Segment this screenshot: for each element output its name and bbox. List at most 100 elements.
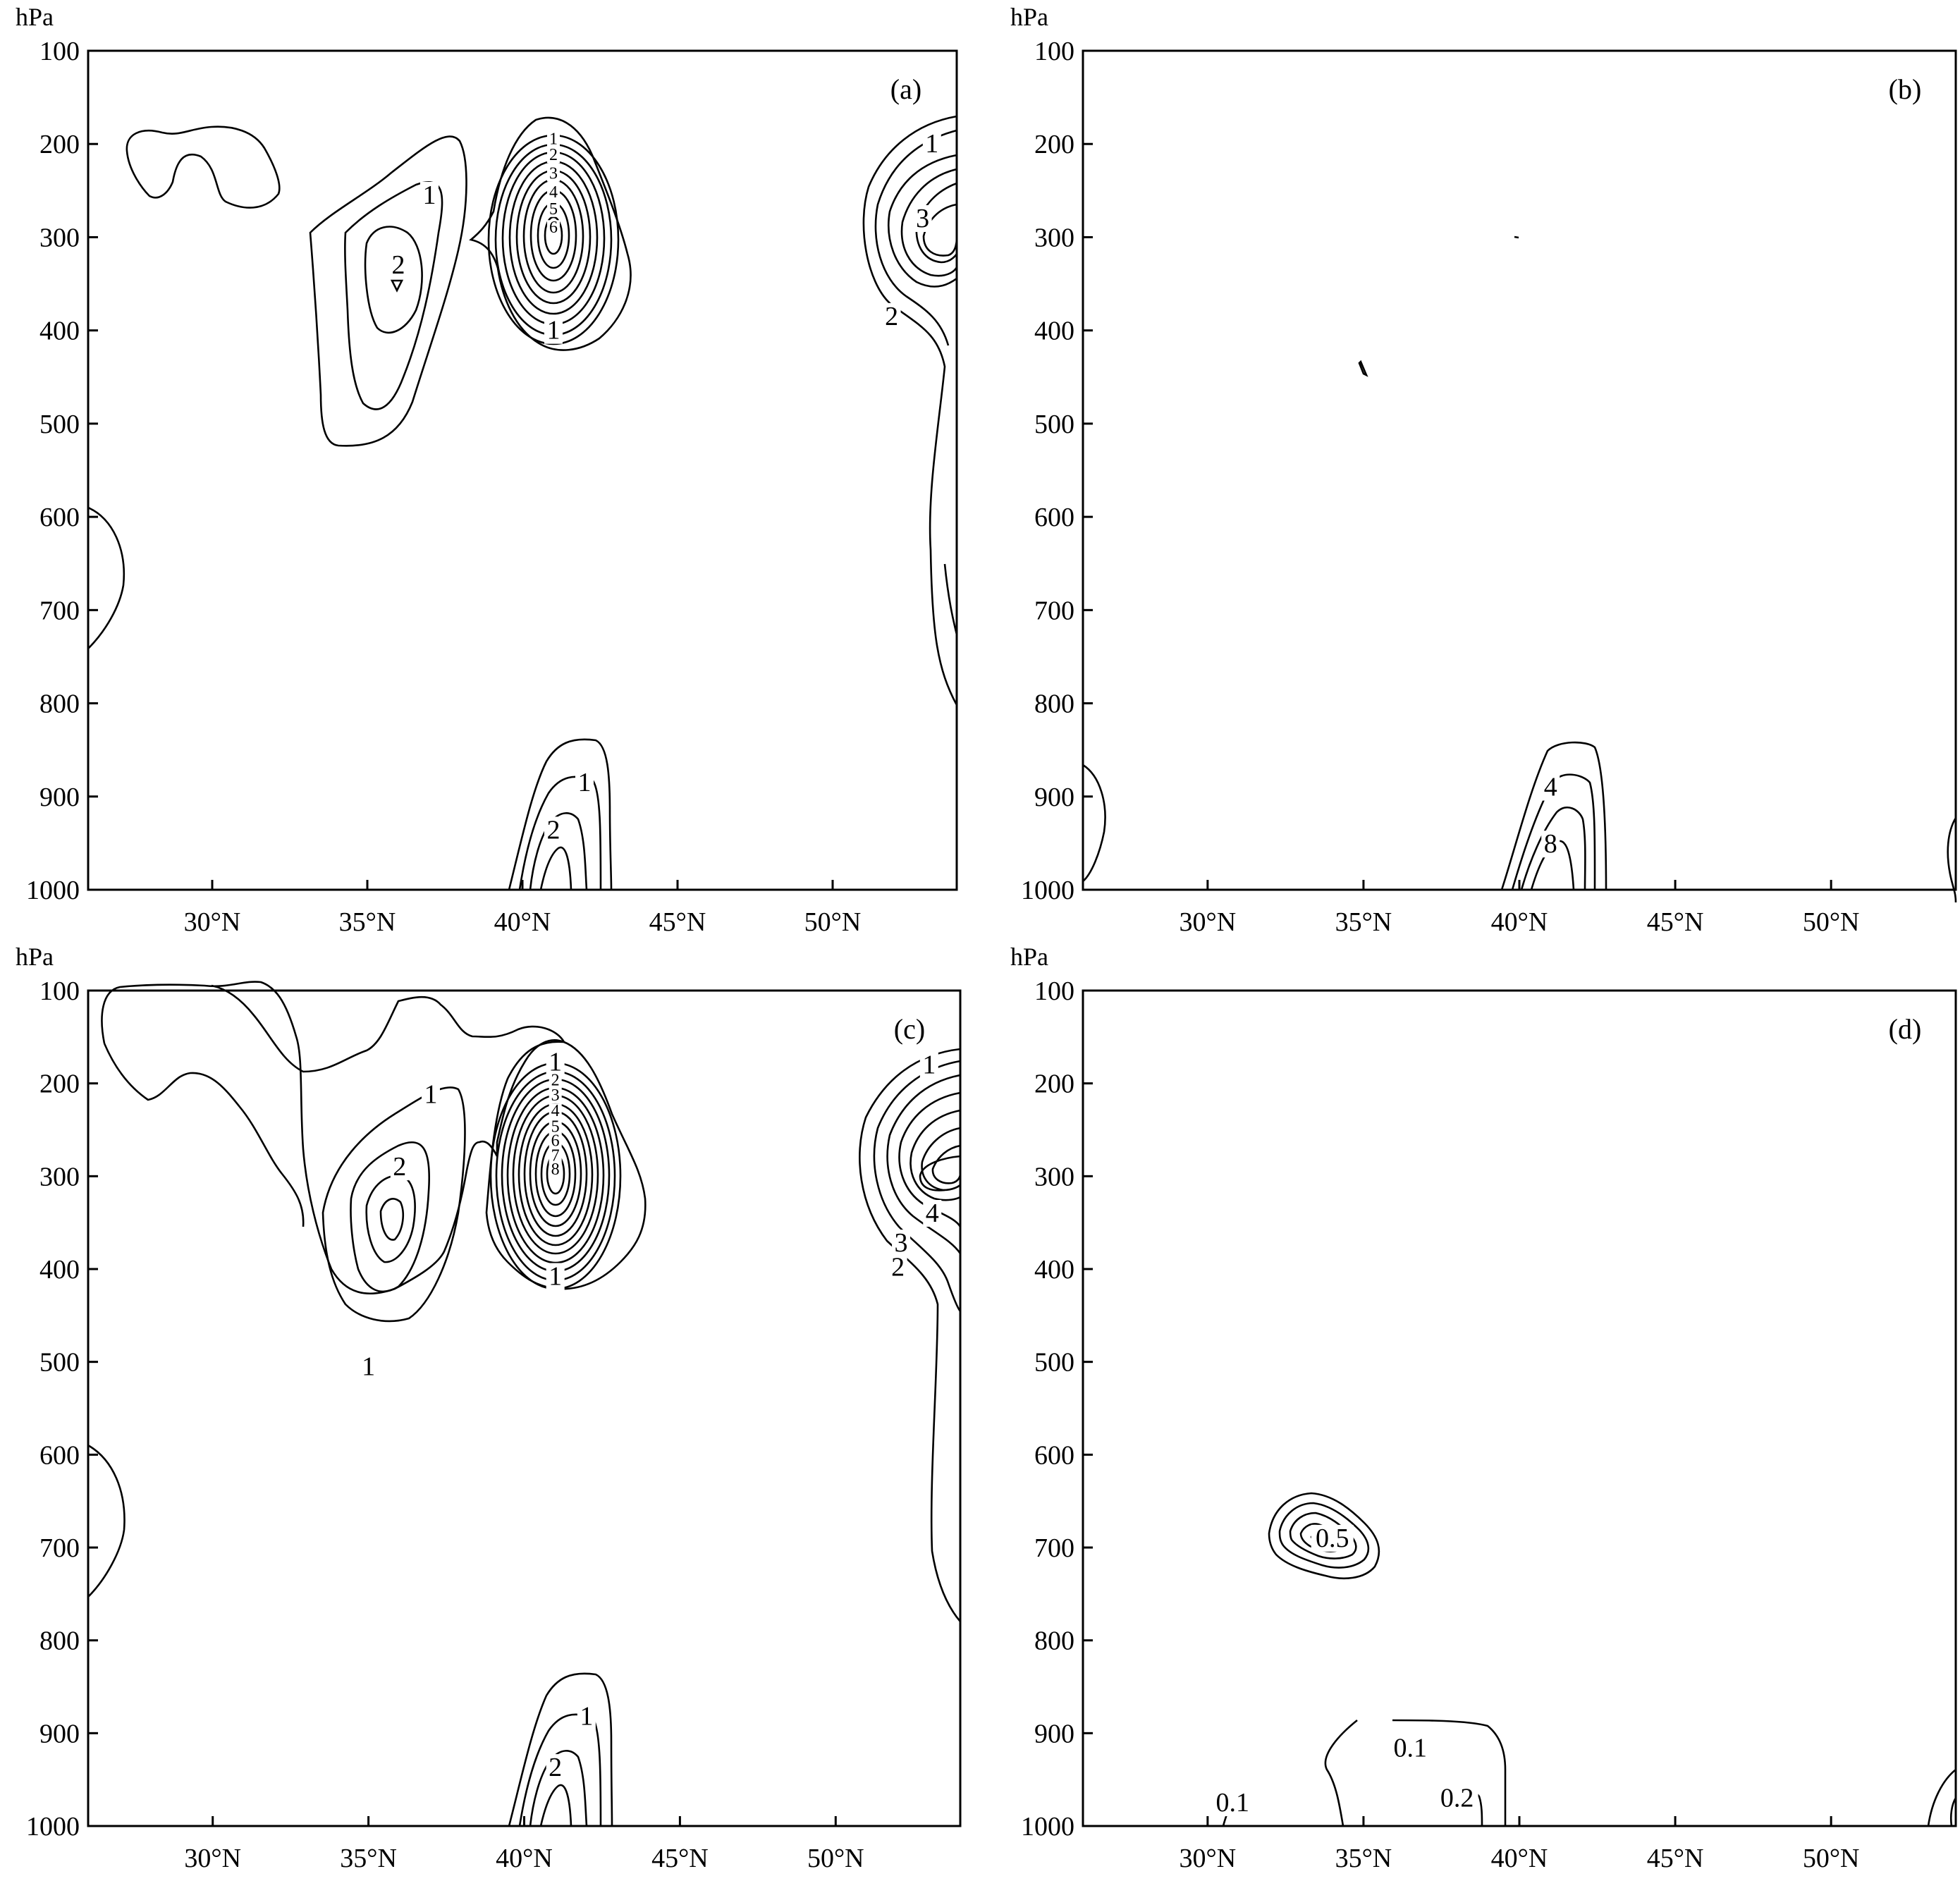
- x-tick-label: 35°N: [1335, 1844, 1392, 1873]
- contour-label: 2: [551, 1072, 560, 1090]
- contour-line: [1520, 807, 1586, 890]
- contour-label-bg: [1211, 1789, 1254, 1817]
- panel-label: (a): [890, 73, 921, 105]
- contour-label: 1: [922, 1050, 936, 1079]
- contour-label: 5: [551, 1118, 560, 1136]
- x-tick-label: 40°N: [1491, 907, 1548, 937]
- contour-label-bg: [892, 1230, 911, 1257]
- contour-line: [1358, 360, 1368, 377]
- contour-line: [390, 279, 404, 293]
- contour-label-bg: [919, 1051, 938, 1079]
- y-tick-label: 200: [39, 1070, 80, 1099]
- contour-label: 8: [551, 1160, 560, 1179]
- contour-line: [1947, 817, 1957, 903]
- contour-line: [1514, 235, 1519, 239]
- contour-label-bg: [547, 131, 560, 147]
- panel-label: (d): [1889, 1013, 1922, 1045]
- y-tick-label: 500: [39, 1348, 80, 1378]
- contour-line: [469, 116, 632, 351]
- y-tick-label: 300: [39, 1162, 80, 1191]
- y-tick-label: 100: [39, 976, 80, 1006]
- contour-line: [544, 216, 563, 255]
- contour-label-bg: [547, 147, 560, 164]
- x-tick-label: 35°N: [1335, 907, 1392, 937]
- x-tick-label: 45°N: [649, 907, 706, 937]
- y-tick-label: 900: [1034, 1719, 1074, 1748]
- contour-label-bg: [390, 1153, 409, 1181]
- y-tick-label: 800: [39, 690, 80, 719]
- contour-label-bg: [549, 1103, 562, 1120]
- jet-core-contours: [485, 1041, 647, 1290]
- contour-line: [518, 776, 602, 890]
- y-tick-label: 100: [39, 37, 80, 66]
- contour-line: [919, 1155, 961, 1191]
- contour-label: 1: [578, 768, 592, 797]
- contour-label-bg: [549, 1148, 562, 1164]
- contour-line: [1289, 1512, 1357, 1560]
- x-tick-label: 30°N: [184, 1844, 241, 1873]
- plot-frame: [1082, 49, 1957, 891]
- contour-label: 4: [1544, 773, 1557, 802]
- contour-line: [125, 125, 281, 209]
- contour-line: [103, 1043, 305, 1227]
- contour-label: 4: [926, 1199, 939, 1228]
- contour-line: [909, 1109, 961, 1201]
- contour-label-bg: [420, 181, 439, 209]
- contour-label: 0.1: [1215, 1788, 1249, 1818]
- y-tick-label: 700: [1034, 1533, 1074, 1563]
- contour-label: 8: [1544, 829, 1557, 859]
- contour-label: 2: [891, 1252, 905, 1282]
- y-tick-label: 300: [39, 223, 80, 252]
- x-tick-label: 35°N: [340, 1844, 397, 1873]
- contour-label: 2: [392, 250, 405, 280]
- contour-line: [1082, 764, 1106, 882]
- y-tick-label: 400: [39, 1255, 80, 1285]
- contour-line: [508, 738, 613, 890]
- panel-a: 100 200 300 400 500 600 700 800 900 1000 30°N 35°N 4…: [16, 3, 958, 937]
- contour-label-bg: [923, 1200, 942, 1227]
- contour-label: 4: [551, 1102, 560, 1120]
- contour-label: 1: [362, 1352, 375, 1381]
- y-tick-label: 200: [1034, 130, 1074, 159]
- contour-label: 7: [551, 1146, 560, 1165]
- x-tick-label: 45°N: [1647, 907, 1704, 937]
- contour-label: 6: [551, 1132, 560, 1150]
- panel-b: 100 200 300 400 500 600 700 800 900 1000 30°N 35°N 4…: [1010, 3, 1957, 937]
- contour-line: [1268, 1492, 1380, 1580]
- y-tick-label: 400: [1034, 1255, 1074, 1285]
- y-tick-label: 200: [39, 130, 80, 159]
- y-tick-label: 800: [1034, 1626, 1074, 1656]
- contour-label-bg: [547, 220, 560, 236]
- y-axis-unit: hPa: [16, 3, 54, 31]
- y-axis-unit: hPa: [1010, 3, 1048, 31]
- contour-label: 0.1: [1394, 1733, 1428, 1763]
- y-tick-label: 300: [1034, 1162, 1074, 1191]
- contour-label: 5: [549, 200, 558, 219]
- contour-line: [873, 1060, 962, 1312]
- x-tick-label: 40°N: [494, 907, 551, 937]
- contour-label: 1: [549, 1262, 562, 1292]
- contour-line: [931, 1144, 962, 1184]
- x-tick-label: 40°N: [496, 1844, 553, 1873]
- y-tick-label: 1000: [1021, 876, 1074, 905]
- panel-c: 100 200 300 400 500 600 700 800 900 1000 30°N 35°N 4…: [16, 943, 962, 1873]
- plot-frame: [87, 989, 962, 1827]
- contour-label: 2: [549, 1753, 562, 1782]
- contour-label-bg: [547, 166, 560, 182]
- y-axis-unit: hPa: [1010, 943, 1048, 971]
- y-axis-unit: hPa: [16, 943, 54, 971]
- y-tick-label: 500: [39, 410, 80, 439]
- y-tick-label: 700: [39, 596, 80, 625]
- contour-label: 1: [424, 1079, 437, 1109]
- contour-line: [1392, 1719, 1507, 1826]
- contour-label: 1: [423, 180, 436, 210]
- contour-label: 2: [885, 302, 898, 331]
- x-tick-label: 45°N: [651, 1844, 709, 1873]
- contour-line: [921, 1127, 962, 1191]
- contour-label-bg: [1311, 1524, 1354, 1552]
- contour-line: [888, 154, 957, 288]
- contour-line: [518, 1713, 602, 1827]
- contour-label: 1: [925, 129, 938, 159]
- contour-line: [344, 181, 443, 410]
